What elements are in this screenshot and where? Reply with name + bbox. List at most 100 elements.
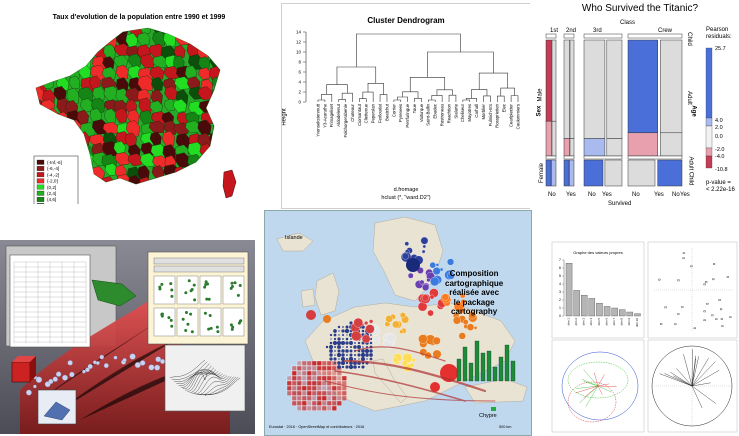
survived-tick-label: Yes (680, 192, 690, 198)
dendrogram-link (427, 52, 493, 77)
symbol-circle (422, 295, 429, 302)
grid-cell (317, 361, 322, 366)
grid-cell (337, 391, 342, 396)
legend-label: (2,4] (47, 191, 56, 196)
grid-cell (332, 391, 337, 396)
dot (357, 345, 361, 349)
grid-cell (312, 391, 317, 396)
mosaic-tile (570, 40, 574, 139)
department-cell (45, 57, 57, 72)
department-cell (68, 54, 80, 66)
lattice-panel (223, 276, 244, 304)
dot (370, 358, 373, 361)
grid-cell (327, 401, 332, 406)
titanic-class-2nd: 2nd (566, 28, 576, 34)
particle-sphere (149, 365, 155, 371)
symbol-circle (402, 361, 408, 367)
dot (341, 341, 345, 345)
titanic-age-adult: Adult (686, 91, 692, 105)
y-tick-label: 6 (298, 70, 301, 75)
mosaic-tile (605, 160, 622, 186)
department-cell (42, 66, 54, 82)
grid-cell (312, 361, 317, 366)
dot (334, 338, 336, 340)
grid-cell (322, 396, 327, 401)
dot (358, 366, 360, 368)
grid-cell (327, 406, 332, 411)
particle-sphere (123, 358, 127, 362)
grid-cell (342, 396, 347, 401)
titanic-class-label: Class (620, 20, 635, 26)
dot (329, 349, 333, 353)
mosaic-tile (564, 156, 574, 159)
residual-tick-label: 25.7 (715, 46, 726, 52)
bar-symbol (469, 363, 473, 381)
survived-tick-label: No (672, 192, 680, 198)
dendrogram-link (394, 100, 401, 102)
lattice-point (170, 325, 173, 328)
lattice-point (191, 288, 194, 291)
dendrogram-link (321, 94, 331, 102)
grid-cell (302, 386, 307, 391)
y-tick-label: 6 (559, 266, 561, 270)
residual-tick-label: -10.8 (715, 167, 728, 173)
department-cell (175, 177, 186, 190)
particle-sphere (69, 372, 74, 377)
grid-cell (332, 376, 337, 381)
grid-cell (317, 371, 322, 376)
dot (345, 349, 348, 352)
symbol-circle (422, 284, 429, 291)
leaf-label: Mayotres (467, 104, 472, 122)
department-cell (43, 119, 57, 134)
department-cell (29, 120, 44, 137)
mosaic-tile (607, 139, 622, 156)
legend-label: (0,2] (47, 185, 56, 190)
department-cell (210, 154, 225, 167)
y-tick-label: 5 (559, 274, 561, 278)
rgl-collage-svg (0, 240, 255, 434)
dot (342, 338, 344, 340)
department-cell (80, 167, 93, 183)
symbol-circle (393, 357, 398, 362)
grid-cell (302, 401, 307, 406)
rgl-3d-collage-panel (0, 240, 255, 434)
department-cell (44, 22, 55, 38)
dot (338, 358, 340, 360)
mosaic-tile (584, 160, 603, 186)
department-cell (199, 154, 210, 171)
lattice-point (204, 283, 207, 286)
dot (337, 353, 341, 357)
grid-cell (307, 381, 312, 386)
symbol-circle (427, 278, 431, 282)
department-cell (69, 21, 81, 36)
titanic-sex-label: Sex (536, 106, 542, 117)
mosaic-tile (546, 160, 551, 186)
lattice-point (191, 330, 194, 333)
department-cell (93, 33, 108, 46)
grid-cell (337, 376, 342, 381)
leaf-label: Carhall (474, 104, 479, 118)
symbol-circle (405, 242, 409, 246)
department-cell (31, 143, 42, 155)
lattice-point (208, 298, 211, 301)
grid-cell (317, 386, 322, 391)
residual-tick-label: 0.0 (715, 134, 723, 140)
mosaic-tile (552, 160, 557, 186)
lattice-point (193, 298, 196, 301)
bar-category-label: dim 4 (589, 318, 593, 326)
grid-cell (292, 376, 297, 381)
grid-cell (307, 396, 312, 401)
department-cell (222, 110, 238, 126)
residual-legend-segment (706, 118, 712, 126)
grid-cell (317, 391, 322, 396)
bar-symbol (475, 341, 479, 381)
grid-cell (297, 366, 302, 371)
leaf-label: Ciomantaut (357, 103, 362, 126)
bar-category-label: dim 8 (620, 318, 624, 326)
grid-cell (307, 366, 312, 371)
mosaic-tile (570, 139, 574, 156)
dendrogram-link (463, 100, 470, 102)
particle-sphere (154, 365, 160, 371)
department-cell (30, 111, 43, 126)
